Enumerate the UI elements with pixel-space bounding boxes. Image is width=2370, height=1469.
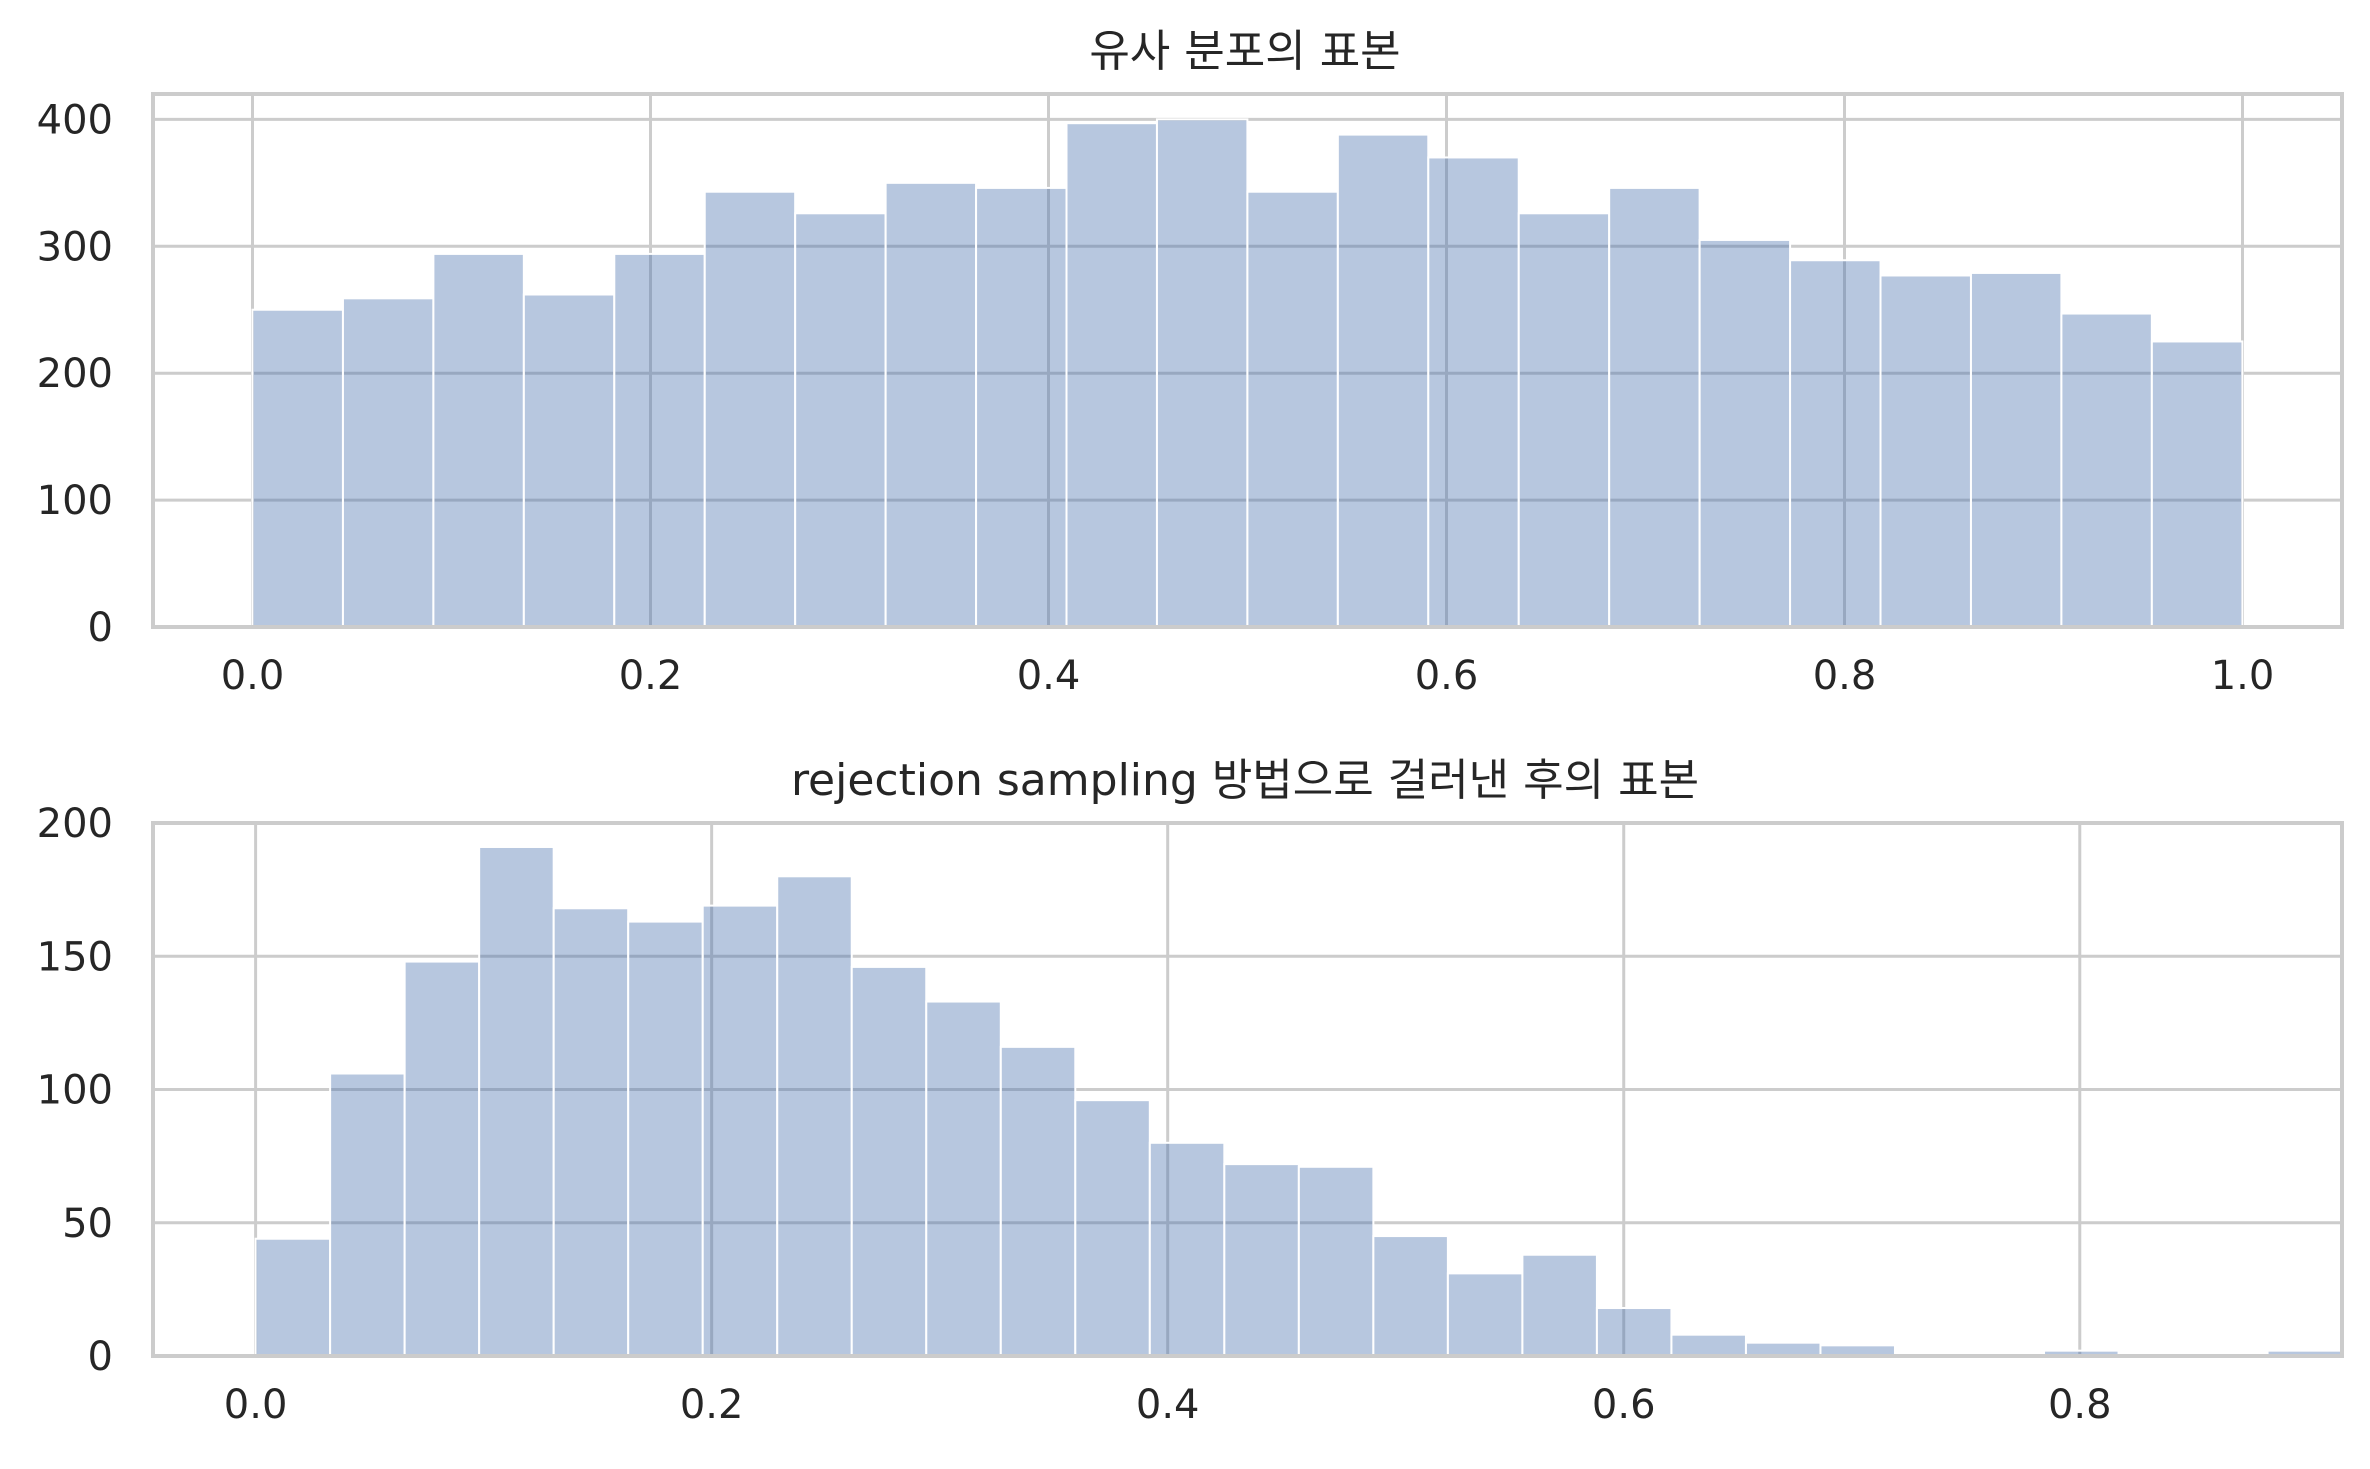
histogram-bar [850, 965, 928, 1357]
histogram-bar [776, 875, 853, 1357]
y-tick-label: 0 [88, 605, 113, 651]
histogram-bar [975, 186, 1068, 629]
histogram-bar [701, 904, 779, 1357]
x-tick-label: 1.0 [2211, 653, 2275, 699]
histogram-bar [2060, 312, 2153, 628]
histogram-bar [1608, 186, 1701, 629]
histogram-bar [329, 1072, 406, 1357]
chart-title-bottom: rejection sampling 방법으로 걸러낸 후의 표본 [791, 755, 1699, 806]
plot-frame [151, 92, 2344, 629]
histogram-bar [522, 293, 616, 628]
y-tick-label: 200 [37, 801, 113, 847]
histogram-bar [794, 212, 887, 629]
histogram-bar [1427, 156, 1520, 628]
histogram-bar [432, 252, 525, 628]
histogram-bar [1879, 274, 1972, 628]
x-tick-label: 0.0 [221, 653, 285, 699]
histogram-bar [703, 190, 797, 628]
y-tick-label: 100 [37, 478, 113, 524]
histogram-bar [1670, 1333, 1747, 1358]
histogram-bar [1446, 1272, 1524, 1358]
histogram-bar [254, 1237, 332, 1357]
histogram-bar [1065, 122, 1158, 628]
histogram-bar [341, 297, 435, 628]
x-tick-label: 0.2 [680, 1382, 744, 1428]
x-tick-label: 0.0 [224, 1382, 288, 1428]
histogram-bar [2150, 340, 2244, 628]
histogram-bar [1698, 238, 1792, 628]
histogram-bottom: rejection sampling 방법으로 걸러낸 후의 표본 0.0 0.2… [37, 755, 2344, 1428]
histogram-bar [613, 252, 706, 628]
histogram-bar [1517, 212, 1611, 629]
histogram-bar [1595, 1307, 1673, 1358]
chart-title-top: 유사 분포의 표본 [1089, 26, 1400, 77]
x-tick-label: 0.8 [1813, 653, 1877, 699]
histogram-bar [403, 960, 481, 1358]
x-tick-label: 0.4 [1136, 1382, 1200, 1428]
y-tick-label: 300 [37, 224, 113, 270]
histogram-bar [1297, 1165, 1375, 1358]
histogram-bar [1246, 190, 1339, 628]
histogram-bar [1372, 1235, 1449, 1357]
histogram-bar [884, 181, 978, 628]
y-tick-label: 100 [37, 1068, 113, 1114]
histogram-bar [627, 920, 704, 1357]
y-tick-label: 50 [62, 1201, 113, 1247]
histogram-bar [1789, 259, 1882, 628]
histogram-bar [251, 308, 344, 628]
x-tick-label: 0.4 [1017, 653, 1081, 699]
y-tick-label: 400 [37, 97, 113, 143]
histogram-bar [552, 907, 630, 1358]
x-tick-label: 0.6 [1592, 1382, 1656, 1428]
histogram-bar [925, 1000, 1002, 1357]
histogram-bar [1336, 133, 1430, 628]
histogram-bar [1155, 118, 1249, 628]
x-tick-label: 0.6 [1415, 653, 1479, 699]
histogram-top: 유사 분포의 표본 0.0 0.2 0.4 0.6 0.8 1.0 0 100 200 300 40… [37, 26, 2344, 699]
plot-frame [151, 821, 2344, 1358]
histogram-bar [1148, 1141, 1226, 1358]
x-tick-label: 0.2 [619, 653, 683, 699]
histogram-bar [478, 845, 555, 1357]
histogram-bar [999, 1045, 1077, 1357]
y-tick-label: 150 [37, 934, 113, 980]
histogram-bar [1521, 1253, 1598, 1357]
y-tick-label: 200 [37, 351, 113, 397]
histogram-bar [1223, 1163, 1300, 1357]
x-tick-label: 0.8 [2048, 1382, 2112, 1428]
y-tick-label: 0 [88, 1334, 113, 1380]
histogram-bar [1969, 271, 2063, 628]
histogram-bar [1074, 1099, 1151, 1358]
